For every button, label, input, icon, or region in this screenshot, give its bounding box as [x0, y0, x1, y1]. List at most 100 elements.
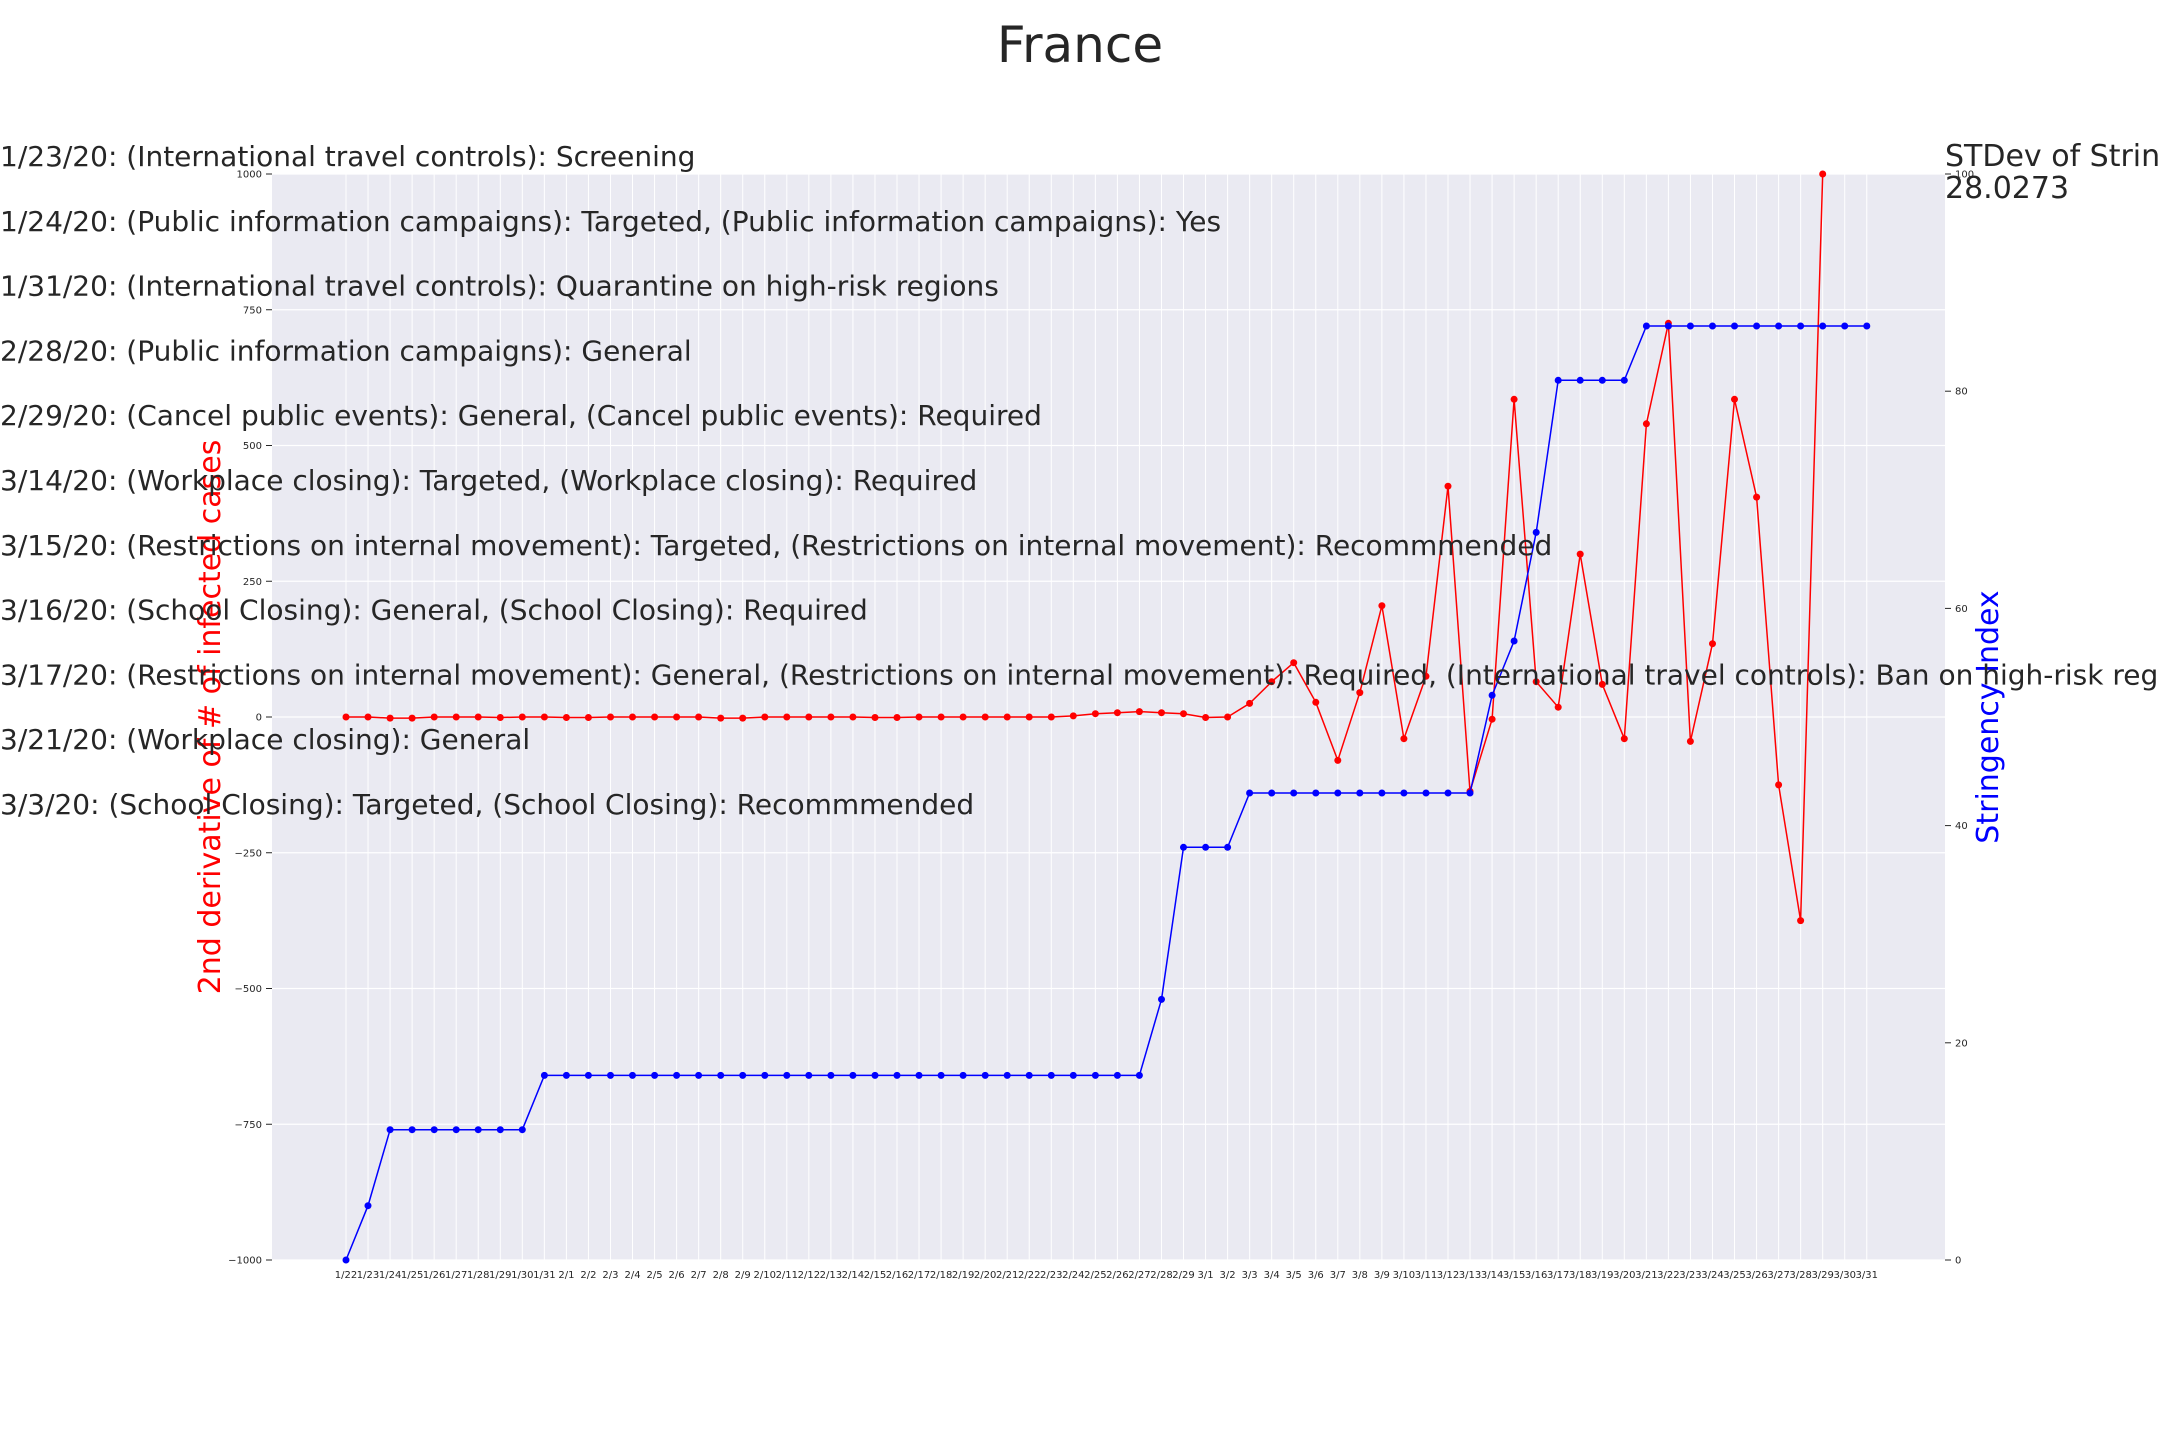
data-point [1643, 323, 1650, 330]
data-point [1643, 420, 1650, 427]
right-tick-label: 60 [1955, 604, 1968, 615]
data-point [1114, 709, 1121, 716]
data-point [1334, 757, 1341, 764]
x-tick-label: 2/14 [842, 1270, 864, 1281]
data-point [365, 714, 372, 721]
x-tick-label: 3/10 [1393, 1270, 1415, 1281]
annotation-text: 1/23/20: (International travel controls)… [0, 140, 695, 173]
left-tick-label: 750 [243, 305, 262, 316]
data-point [1312, 790, 1319, 797]
x-tick-label: 2/28 [1150, 1270, 1172, 1281]
data-point [1445, 790, 1452, 797]
data-point [1180, 844, 1187, 851]
data-point [1004, 1072, 1011, 1079]
data-point [1797, 917, 1804, 924]
data-point [1136, 1072, 1143, 1079]
data-point [365, 1202, 372, 1209]
data-point [938, 714, 945, 721]
left-tick-label: 0 [256, 713, 262, 724]
data-point [1224, 714, 1231, 721]
data-point [1863, 323, 1870, 330]
left-tick-label: −1000 [228, 1256, 262, 1267]
data-point [1819, 323, 1826, 330]
data-point [761, 714, 768, 721]
data-point [783, 714, 790, 721]
data-point [1026, 1072, 1033, 1079]
data-point [872, 714, 879, 721]
data-point [1290, 790, 1297, 797]
data-point [1599, 377, 1606, 384]
data-point [453, 714, 460, 721]
data-point [1004, 714, 1011, 721]
x-tick-label: 3/15 [1503, 1270, 1525, 1281]
data-point [1378, 790, 1385, 797]
data-point [1356, 790, 1363, 797]
left-tick-label: −500 [235, 984, 262, 995]
data-point [717, 1072, 724, 1079]
data-point [1731, 396, 1738, 403]
data-point [1048, 714, 1055, 721]
x-tick-label: 3/23 [1679, 1270, 1701, 1281]
data-point [916, 1072, 923, 1079]
data-point [1445, 483, 1452, 490]
x-tick-label: 3/19 [1591, 1270, 1613, 1281]
x-tick-label: 2/7 [691, 1270, 707, 1281]
data-point [519, 1126, 526, 1133]
data-point [1202, 844, 1209, 851]
annotation-text: 3/16/20: (School Closing): General, (Sch… [0, 594, 868, 627]
x-tick-label: 2/6 [669, 1270, 685, 1281]
data-point [1334, 790, 1341, 797]
x-tick-label: 3/11 [1415, 1270, 1437, 1281]
data-point [827, 1072, 834, 1079]
data-point [1180, 710, 1187, 717]
data-point [519, 714, 526, 721]
data-point [849, 714, 856, 721]
data-point [916, 714, 923, 721]
x-tick-label: 3/12 [1437, 1270, 1459, 1281]
x-tick-label: 1/31 [533, 1270, 555, 1281]
data-point [541, 1072, 548, 1079]
data-point [453, 1126, 460, 1133]
data-point [960, 1072, 967, 1079]
x-tick-label: 2/2 [580, 1270, 596, 1281]
right-tick-label: 80 [1955, 387, 1968, 398]
annotation-text: 3/3/20: (School Closing): Targeted, (Sch… [0, 788, 974, 821]
right-axis-ticks: 020406080100 [1945, 170, 1974, 1267]
x-tick-label: 3/25 [1723, 1270, 1745, 1281]
data-point [1775, 781, 1782, 788]
chart-title: France [997, 16, 1163, 74]
x-tick-label: 2/4 [624, 1270, 640, 1281]
data-point [387, 715, 394, 722]
data-point [1511, 638, 1518, 645]
x-tick-label: 2/16 [886, 1270, 908, 1281]
data-point [1158, 996, 1165, 1003]
data-point [1467, 790, 1474, 797]
x-tick-label: 3/30 [1833, 1270, 1855, 1281]
x-tick-label: 3/16 [1525, 1270, 1547, 1281]
data-point [607, 1072, 614, 1079]
x-tick-label: 3/24 [1701, 1270, 1723, 1281]
x-tick-label: 3/18 [1569, 1270, 1591, 1281]
data-point [497, 714, 504, 721]
data-point [1753, 494, 1760, 501]
data-point [1070, 1072, 1077, 1079]
data-point [1246, 700, 1253, 707]
data-point [563, 714, 570, 721]
data-point [629, 1072, 636, 1079]
annotation-text: 3/14/20: (Workplace closing): Targeted, … [0, 464, 977, 497]
x-tick-label: 2/18 [930, 1270, 952, 1281]
x-tick-label: 3/21 [1635, 1270, 1657, 1281]
annotation-text: 1/24/20: (Public information campaigns):… [0, 205, 1221, 238]
data-point [894, 1072, 901, 1079]
x-tick-label: 3/9 [1374, 1270, 1390, 1281]
x-tick-label: 2/17 [908, 1270, 930, 1281]
data-point [409, 715, 416, 722]
data-point [651, 714, 658, 721]
data-point [1555, 704, 1562, 711]
x-tick-label: 2/25 [1084, 1270, 1106, 1281]
x-axis-ticks: 1/22 1/23 1/24 1/25 1/26 1/27 1/28 1/29 1/30 1/31… [335, 1270, 1878, 1281]
left-tick-label: 250 [243, 577, 262, 588]
data-point [1489, 716, 1496, 723]
data-point [673, 714, 680, 721]
data-point [1070, 712, 1077, 719]
